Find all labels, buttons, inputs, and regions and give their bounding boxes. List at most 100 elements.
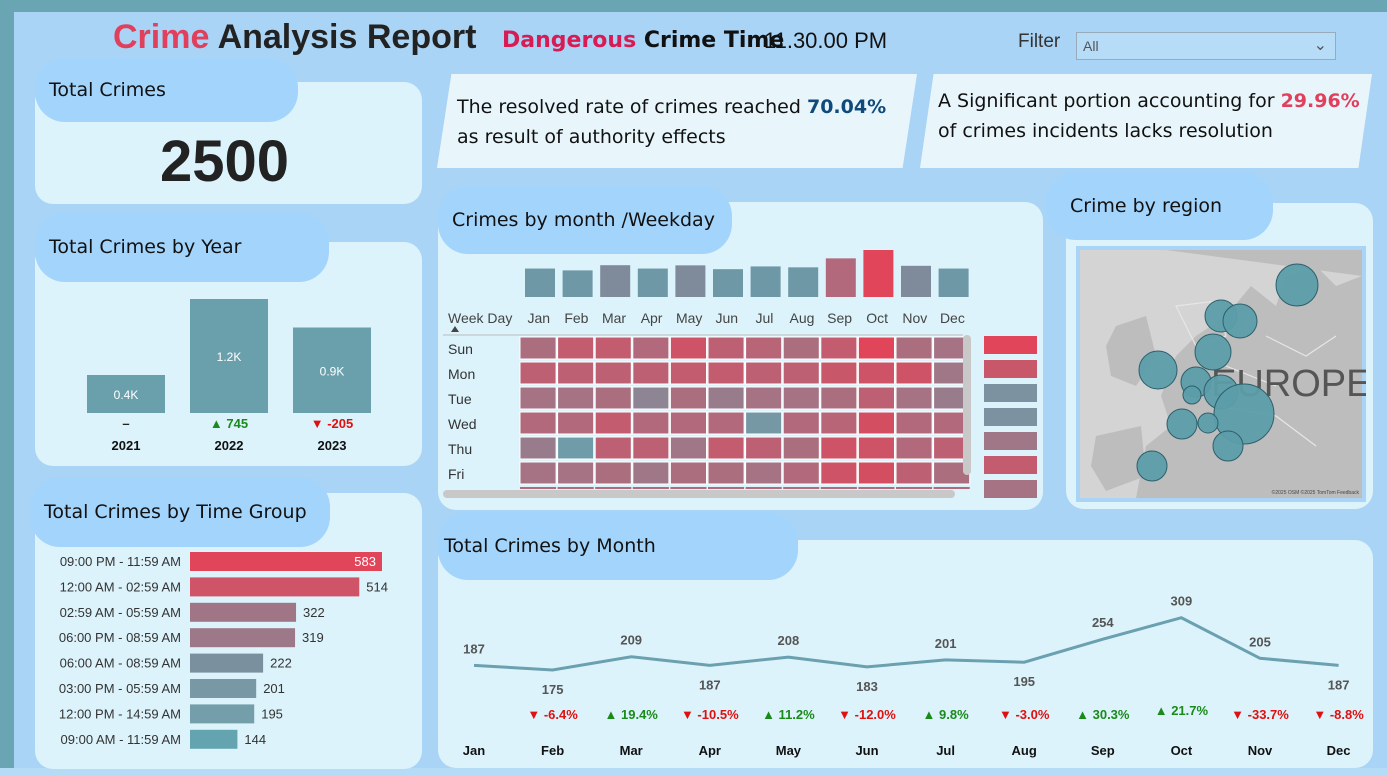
timegroup-value-label: 319 — [302, 630, 324, 645]
heatmap-cell — [895, 361, 933, 385]
region-bubble — [1222, 303, 1258, 339]
dangerous-time-label: Dangerous Crime Time — [502, 28, 784, 53]
heatmap-cell — [782, 386, 820, 410]
unresolved-text2: of crimes incidents lacks resolution — [938, 120, 1273, 142]
heatmap-cell — [519, 361, 557, 385]
month-axis-label: Jun — [855, 743, 878, 758]
resolved-text1: The resolved rate of crimes reached — [457, 96, 801, 118]
year-bar-value-label: 0.9K — [320, 364, 345, 378]
month-axis-label: Dec — [1327, 743, 1351, 758]
heatmap-cell — [933, 487, 970, 489]
frame-bottom — [0, 768, 1387, 775]
heatmap-column-label: Jan — [528, 310, 551, 326]
heatmap-column-total-bar — [562, 270, 593, 297]
region-bubble — [1194, 333, 1232, 371]
heatmap-cell — [632, 461, 670, 485]
heatmap-cell — [594, 461, 632, 485]
heatmap-cell — [557, 336, 595, 360]
heatmap-column-total-bar — [863, 250, 894, 297]
heatmap-column-label: Mar — [602, 310, 626, 326]
heatmap-cell — [857, 336, 895, 360]
filter-dropdown[interactable]: All ⌄ — [1076, 32, 1336, 60]
heatmap-cell — [820, 487, 857, 489]
month-change-label: ▼ -8.8% — [1313, 707, 1364, 722]
heatmap-cell — [745, 361, 783, 385]
month-value-label: 175 — [542, 682, 564, 697]
heatmap-column-label: Aug — [790, 310, 815, 326]
month-change-label: ▲ 30.3% — [1076, 707, 1130, 722]
heatmap-cell — [745, 411, 783, 435]
timegroup-category-label: 09:00 PM - 11:59 AM — [60, 554, 181, 569]
year-title-text: Total Crimes by Year — [49, 236, 242, 258]
timegroup-category-label: 12:00 PM - 14:59 AM — [59, 706, 181, 721]
year-bar-2022 — [190, 299, 268, 413]
heatmap-cell — [707, 436, 745, 460]
heatmap-cell — [594, 436, 632, 460]
heatmap-cell — [895, 436, 933, 460]
heatmap-row-label: Tue — [448, 391, 472, 407]
month-chart-title: Total Crimes by Month — [438, 512, 798, 580]
heatmap-row-label: Thu — [448, 441, 472, 457]
heatmap-cell — [669, 436, 707, 460]
month-value-label: 195 — [1013, 674, 1035, 689]
title-part1: Crime — [113, 18, 210, 56]
timegroup-value-label: 322 — [303, 605, 325, 620]
month-value-label: 208 — [778, 633, 800, 648]
unresolved-line1: A Significant portion accounting for 29.… — [938, 86, 1372, 116]
timegroup-value-label: 514 — [366, 579, 388, 594]
month-value-label: 187 — [463, 641, 485, 656]
month-change-label: ▼ -12.0% — [838, 707, 896, 722]
heatmap-cell — [557, 461, 595, 485]
kpi-title: Total Crimes — [49, 79, 166, 101]
heatmap-legend-bar — [984, 480, 1037, 498]
timegroup-category-label: 09:00 AM - 11:59 AM — [61, 732, 181, 747]
month-value-label: 201 — [935, 636, 957, 651]
year-bar-value-label: 1.2K — [217, 350, 242, 364]
unresolved-text1: A Significant portion accounting for — [938, 90, 1275, 112]
heatmap-row-label: Fri — [448, 466, 464, 482]
heatmap-cell — [595, 487, 632, 489]
region-bubble — [1182, 385, 1202, 405]
heatmap-cell — [782, 411, 820, 435]
title-part2: Analysis Report — [217, 18, 477, 56]
heatmap-column-total-bar — [525, 268, 555, 297]
year-bar-2023 — [293, 327, 371, 413]
resolved-value: 70.04% — [806, 96, 887, 118]
heatmap-cell — [857, 461, 895, 485]
heatmap-legend-bar — [984, 336, 1037, 354]
timegroup-value-label: 201 — [263, 681, 285, 696]
resolved-text2: as result of authority effects — [457, 126, 726, 148]
heatmap-cell — [669, 361, 707, 385]
heatmap-cell — [858, 487, 895, 489]
heatmap-cell — [594, 361, 632, 385]
heatmap-column-label: Dec — [940, 310, 965, 326]
dangerous-time-value: 11.30.00 PM — [764, 28, 888, 53]
heatmap-cell — [820, 386, 858, 410]
heatmap-column-total-bar — [637, 268, 668, 297]
heatmap-cell — [745, 436, 783, 460]
timegroup-bar — [190, 679, 257, 698]
month-value-label: 205 — [1249, 634, 1271, 649]
region-bubble — [1213, 383, 1275, 445]
heatmap-cell — [782, 436, 820, 460]
heatmap-cell — [895, 336, 933, 360]
heatmap-cell — [670, 487, 707, 489]
map-borders-lines — [1175, 300, 1337, 447]
heatmap-legend-bar — [984, 456, 1037, 474]
heatmap-column-total-bar — [825, 258, 856, 297]
month-change-label: ▲ 19.4% — [605, 707, 659, 722]
timegroup-category-label: 02:59 AM - 05:59 AM — [60, 605, 181, 620]
month-line-series — [473, 616, 1339, 672]
heatmap-cell — [745, 386, 783, 410]
heatmap-column-total-bar — [938, 268, 969, 297]
heatmap-cell — [745, 487, 782, 489]
heatmap-title: Crimes by month /Weekday — [438, 186, 732, 254]
sort-arrow-icon — [451, 326, 459, 332]
heatmap-cell — [632, 411, 670, 435]
heatmap-cell — [519, 436, 557, 460]
heatmap-cell — [820, 411, 858, 435]
heatmap-cell — [557, 386, 595, 410]
region-bubble-map[interactable]: EUROPE©2025 OSM ©2025 TomTom Feedback — [1076, 246, 1366, 502]
unresolved-insight: A Significant portion accounting for 29.… — [920, 74, 1372, 168]
month-axis-label: Nov — [1248, 743, 1273, 758]
